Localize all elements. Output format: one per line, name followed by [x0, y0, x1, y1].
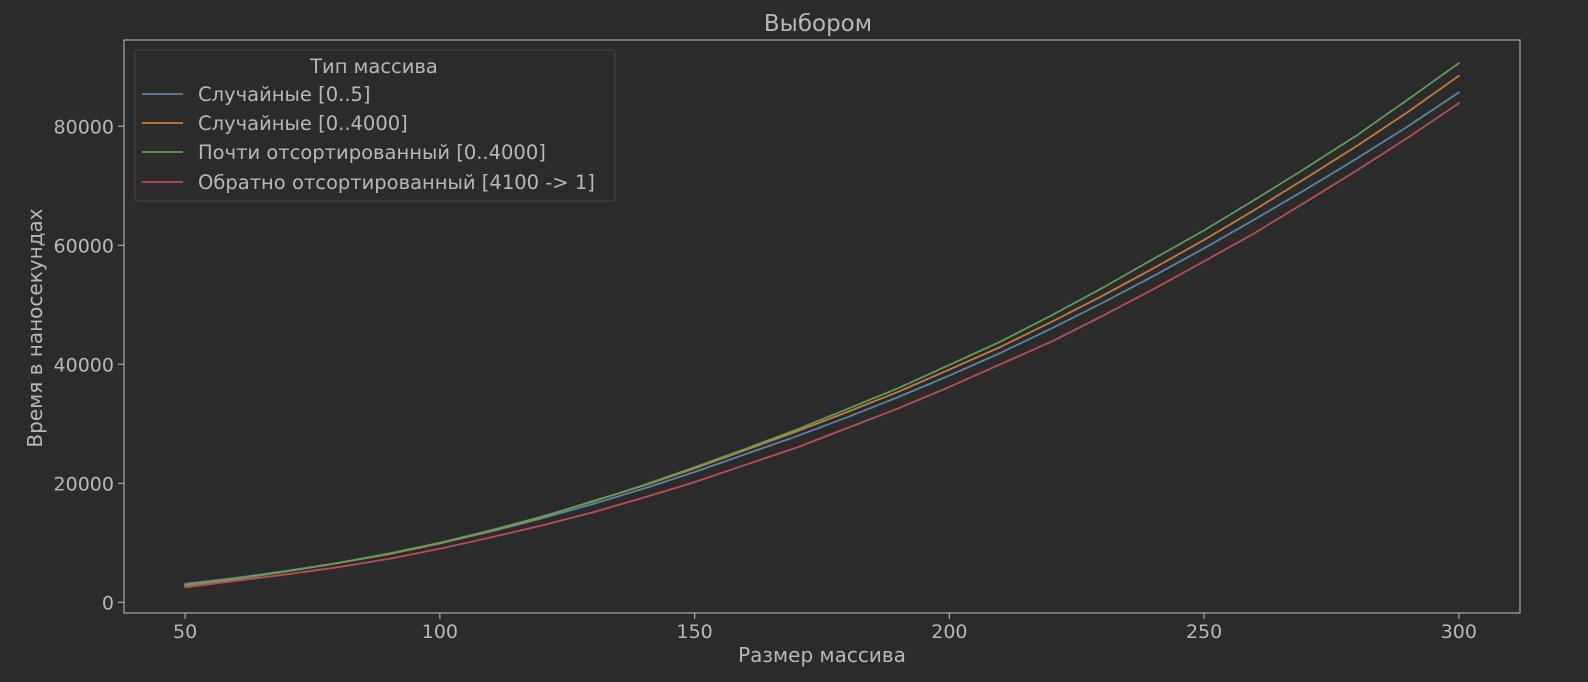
x-tick-label: 250: [1186, 621, 1222, 643]
x-axis: 50 100 150 200 250 300: [173, 613, 1477, 643]
legend-entry-label: Обратно отсортированный [4100 -> 1]: [198, 171, 595, 194]
chart-title: Выбором: [764, 11, 872, 37]
plot-frame: [123, 39, 1521, 614]
y-tick-label: 80000: [54, 116, 114, 138]
x-tick-label: 150: [676, 621, 712, 643]
legend-title: Тип массива: [309, 55, 438, 78]
legend-entry-label: Случайные [0..4000]: [198, 112, 408, 135]
y-tick-label: 0: [102, 592, 114, 614]
legend: Тип массива Случайные [0..5]Случайные [0…: [134, 49, 616, 202]
y-tick-label: 60000: [54, 235, 114, 257]
x-axis-label: Размер массива: [738, 643, 906, 667]
legend-entry-label: Случайные [0..5]: [198, 83, 371, 106]
x-tick-label: 200: [931, 621, 967, 643]
legend-items: Случайные [0..5] Случайные [0..4000] Почти…: [142, 83, 595, 194]
plot-area: [123, 39, 1521, 614]
series-line-3: [184, 62, 1460, 586]
y-tick-label: 40000: [54, 354, 114, 376]
y-axis: 0 20000 40000 60000 80000: [54, 116, 124, 614]
series-lines: [184, 62, 1460, 589]
legend-entry-label: Почти отсортированный [0..4000]: [198, 141, 546, 164]
series-line-4: [184, 102, 1460, 589]
y-tick-label: 20000: [54, 473, 114, 495]
legend-box: [134, 49, 616, 202]
x-tick-label: 100: [422, 621, 458, 643]
y-axis-label: Время в наносекундах: [23, 208, 47, 447]
x-tick-label: 300: [1441, 621, 1477, 643]
x-tick-label: 50: [173, 621, 197, 643]
